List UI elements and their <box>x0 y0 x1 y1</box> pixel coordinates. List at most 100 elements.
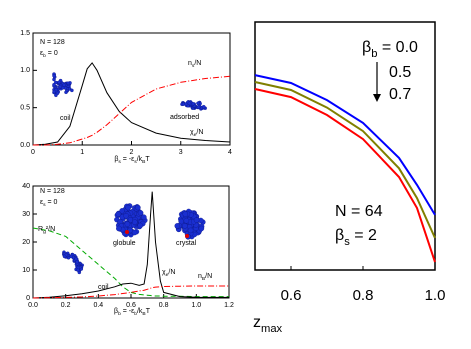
x-tick-label: 1.0 <box>425 287 446 304</box>
monomer <box>196 101 200 106</box>
text-part: T <box>145 156 150 163</box>
y-tick-label: 0 <box>26 295 30 302</box>
text-part: = 0 <box>46 50 58 57</box>
text-part: s <box>43 203 46 208</box>
text-part: β <box>362 39 371 56</box>
text-part: T <box>146 308 151 315</box>
monomer <box>191 102 195 106</box>
monomer <box>198 225 205 232</box>
text-part: = 0 <box>46 199 58 206</box>
annotation: 0.5 <box>389 64 411 81</box>
polymer-snapshot <box>114 203 148 238</box>
text-part: g <box>43 230 46 235</box>
text-part: b <box>134 311 137 317</box>
text-part: ε <box>40 199 43 206</box>
series-line <box>32 191 229 299</box>
monomer <box>174 223 181 229</box>
text-part: s <box>344 236 350 248</box>
annotation: nB/N <box>198 273 212 282</box>
text-part: b <box>43 53 46 59</box>
monomer <box>52 73 56 78</box>
x-tick-label: 0.0 <box>28 302 38 309</box>
y-tick-label: 0.0 <box>20 142 30 149</box>
x-tick-label: 0 <box>31 149 35 156</box>
annotation: coil <box>98 284 109 291</box>
monomer <box>115 211 122 217</box>
y-tick-label: 10 <box>22 267 30 274</box>
annotation: βb = 0.0 <box>362 39 418 60</box>
text-part: /N <box>196 129 203 136</box>
annotation: εs = 0 <box>40 199 58 208</box>
text-part: /N <box>205 273 212 280</box>
annotation: βs = 2 <box>335 227 377 248</box>
y-tick-label: 30 <box>22 211 30 218</box>
monomer <box>137 222 144 229</box>
monomer <box>62 254 67 259</box>
monomer <box>62 83 66 87</box>
text-part: χ <box>162 269 166 276</box>
text-part: b <box>371 48 377 60</box>
annotation: globule <box>113 240 136 247</box>
series-line <box>33 75 231 146</box>
monomer <box>182 223 188 229</box>
text-part: N = 128 <box>40 39 65 46</box>
x-tick-label: 2 <box>130 149 134 156</box>
y-tick-label: 20 <box>22 239 30 246</box>
series-line <box>254 81 436 239</box>
y-tick-label: 40 <box>22 183 30 190</box>
text-part: e <box>194 133 197 138</box>
plot-frame <box>254 21 436 271</box>
monomer <box>196 105 201 109</box>
text-part: z <box>253 314 261 331</box>
text-part: n <box>198 273 202 280</box>
annotation: crystal <box>176 240 197 247</box>
text-part: N = 128 <box>40 188 65 195</box>
annotation: adsorbed <box>170 114 199 121</box>
text-part: 0.5 <box>389 64 411 81</box>
monomer <box>57 80 61 84</box>
text-part: B <box>142 311 145 317</box>
x-tick-label: 0.4 <box>93 302 103 309</box>
text-part: crystal <box>176 240 197 247</box>
x-tick-label: 0.6 <box>281 287 302 304</box>
marker <box>185 234 189 238</box>
x-axis-label: βb = -εb/kBT <box>114 308 151 317</box>
series-line <box>32 285 229 299</box>
polymer-snapshot <box>52 72 74 98</box>
text-part: = 2 <box>350 227 377 244</box>
annotation: N = 128 <box>40 39 65 46</box>
series-line <box>254 88 436 263</box>
series-line <box>32 62 231 146</box>
annotation: χe/N <box>190 129 203 138</box>
text-part: /k <box>137 308 143 315</box>
monomer <box>123 213 129 219</box>
text-part: b <box>118 311 121 317</box>
text-part: e <box>166 273 169 278</box>
monomer <box>131 229 138 236</box>
annotation: 0.7 <box>389 86 411 103</box>
x-tick-label: 0.8 <box>353 287 374 304</box>
text-part: 0.7 <box>389 86 411 103</box>
monomer <box>187 101 192 105</box>
text-part: adsorbed <box>170 114 199 121</box>
polymer-snapshot <box>174 208 206 240</box>
annotation: εb = 0 <box>40 50 58 59</box>
y-tick-label: 0.5 <box>20 105 30 112</box>
series-line <box>254 74 436 216</box>
text-part: s <box>134 160 137 165</box>
text-part: ε <box>40 50 43 57</box>
monomer <box>141 214 147 220</box>
annotation: N = 128 <box>40 188 65 195</box>
text-part: = 0.0 <box>377 39 418 56</box>
y-tick-label: 1.5 <box>20 30 30 37</box>
monomer <box>125 204 131 211</box>
annotation: coil <box>60 115 71 122</box>
annotation: χe/N <box>162 269 175 278</box>
x-axis-label: βs = -εs/kBT <box>114 156 150 165</box>
text-part: β <box>114 156 118 163</box>
monomer <box>183 217 190 224</box>
monomer <box>52 89 56 94</box>
monomer <box>132 219 138 225</box>
monomer <box>116 225 122 232</box>
text-part: s <box>118 160 121 165</box>
